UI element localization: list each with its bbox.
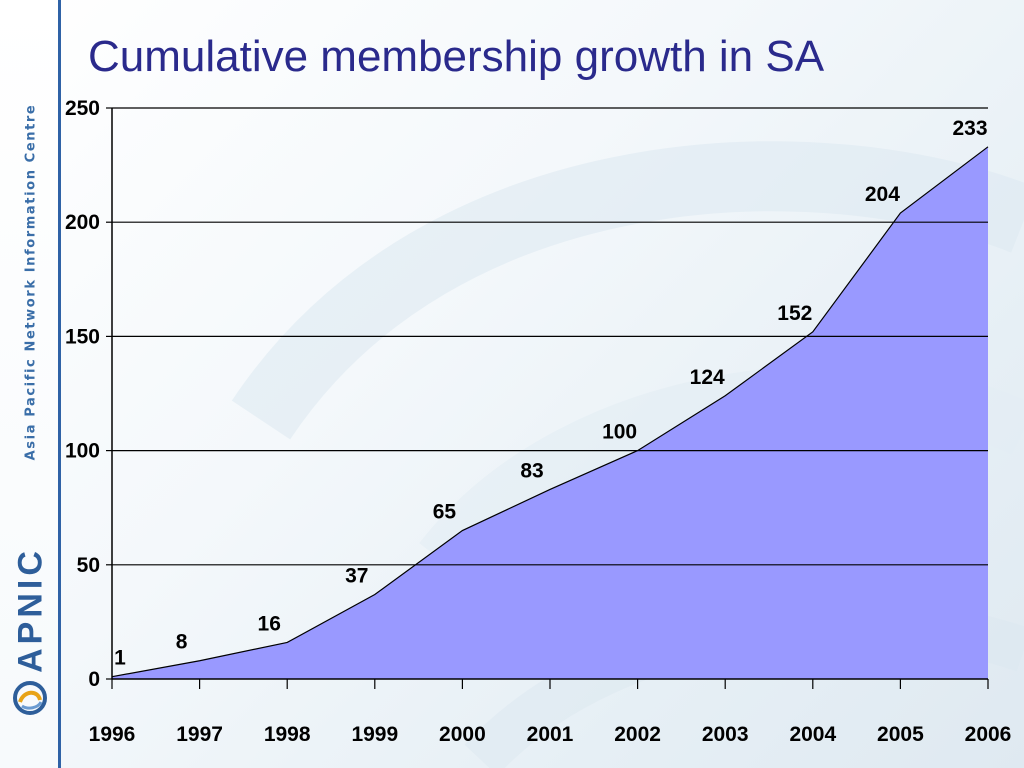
x-tick-label: 2002 bbox=[614, 723, 661, 746]
data-label: 204 bbox=[865, 183, 900, 206]
x-tick-label: 2001 bbox=[527, 723, 574, 746]
apnic-swirl-icon bbox=[13, 681, 47, 715]
y-tick-label: 200 bbox=[65, 211, 100, 234]
x-tick-label: 2003 bbox=[702, 723, 749, 746]
data-label: 65 bbox=[433, 501, 457, 524]
data-label: 1 bbox=[114, 647, 126, 670]
slide-title: Cumulative membership growth in SA bbox=[88, 32, 825, 81]
data-label: 83 bbox=[520, 459, 543, 482]
x-tick-label: 1999 bbox=[351, 723, 398, 746]
data-label: 37 bbox=[345, 564, 368, 587]
y-tick-label: 100 bbox=[65, 440, 100, 463]
y-tick-label: 250 bbox=[65, 97, 100, 120]
x-tick-label: 2000 bbox=[439, 723, 486, 746]
x-tick-label: 1997 bbox=[176, 723, 223, 746]
x-tick-label: 1998 bbox=[264, 723, 311, 746]
y-tick-label: 0 bbox=[88, 668, 100, 691]
data-label: 8 bbox=[176, 631, 188, 654]
x-tick-label: 2006 bbox=[965, 723, 1012, 746]
data-label: 152 bbox=[777, 302, 812, 325]
x-tick-label: 2004 bbox=[789, 723, 836, 746]
sidebar: Asia Pacific Network Information Centre … bbox=[0, 0, 58, 768]
area-series-line bbox=[111, 146, 989, 678]
y-tick-label: 50 bbox=[77, 554, 100, 577]
data-label: 16 bbox=[258, 612, 281, 635]
data-label: 233 bbox=[952, 117, 987, 140]
sidebar-divider bbox=[58, 0, 61, 768]
x-tick-label: 2005 bbox=[877, 723, 924, 746]
data-label: 100 bbox=[602, 421, 637, 444]
y-tick-label: 150 bbox=[65, 325, 100, 348]
x-tick-label: 1996 bbox=[89, 723, 136, 746]
data-label: 124 bbox=[690, 366, 725, 389]
area-series-fill bbox=[112, 146, 988, 679]
